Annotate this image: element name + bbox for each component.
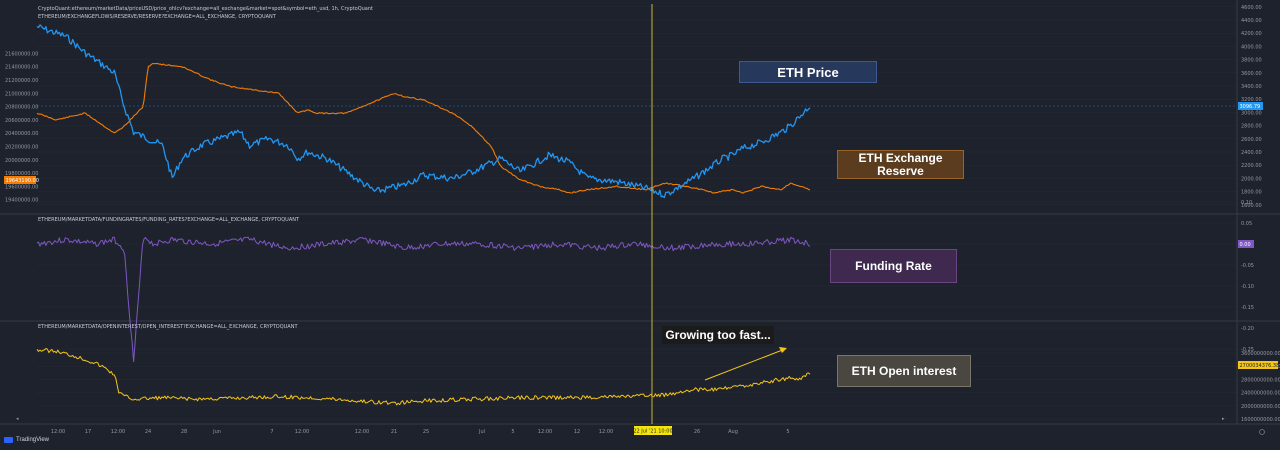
time-axis-tick: 12:00	[51, 429, 65, 435]
oi-last-value: 2700034376.38	[1240, 363, 1280, 369]
price-axis-tick: 2200.00	[1241, 163, 1262, 169]
price-axis-tick: 2600.00	[1241, 137, 1262, 143]
oi-axis-tick: 2000000000.00	[1241, 404, 1280, 410]
tradingview-logo[interactable]: TradingView	[4, 437, 49, 443]
time-axis-tick: 5	[511, 429, 514, 435]
funding-axis-tick: 0.10	[1241, 200, 1252, 206]
funding-rate-line	[36, 236, 811, 363]
price-axis-tick: 2800.00	[1241, 124, 1262, 130]
price-axis-tick: 4200.00	[1241, 31, 1262, 37]
note-arrow	[704, 348, 786, 381]
oi-axis-tick: 3600000000.00	[1241, 351, 1280, 357]
time-axis-tick: 12	[574, 429, 580, 435]
reserve-axis-tick: 20800000.00	[5, 105, 38, 111]
funding-axis-tick: -0.25	[1241, 347, 1254, 353]
oi-axis-tick: 2800000000.00	[1241, 377, 1280, 383]
oi-last-value-bg	[1238, 361, 1278, 369]
time-axis-tick: 28	[181, 429, 187, 435]
price-axis-tick: 1600.00	[1241, 203, 1262, 209]
price-axis-tick: 3600.00	[1241, 71, 1262, 77]
open-interest-annotation: ETH Open interest	[837, 355, 971, 387]
time-axis-tick: 5	[786, 429, 789, 435]
funding-last-value-bg	[1238, 240, 1254, 248]
time-axis-tick: Aug	[728, 429, 738, 435]
funding-axis-tick: -0.15	[1241, 305, 1254, 311]
time-axis-tick: 12:00	[111, 429, 125, 435]
price-axis-tick: 3200.00	[1241, 97, 1262, 103]
time-axis-tick: Jun	[212, 429, 221, 435]
reserve-axis-tick: 21400000.00	[5, 65, 38, 71]
price-settings-icon[interactable]	[1259, 429, 1265, 435]
time-axis-tick: 7	[270, 429, 273, 435]
reserve-axis-tick: 20000000.00	[5, 158, 38, 164]
reserve-axis-tick: 19800000.00	[5, 171, 38, 177]
time-axis-tick: 21	[391, 429, 397, 435]
time-axis-tick: 17	[85, 429, 91, 435]
reserve-last-value: 19643190.00	[6, 178, 39, 184]
reserve-axis-tick: 19600000.00	[5, 184, 38, 190]
reserve-axis-tick: 21200000.00	[5, 78, 38, 84]
reserve-axis-tick: 20600000.00	[5, 118, 38, 124]
growth-note-annotation: Growing too fast...	[662, 326, 774, 344]
time-axis-tick: 12:00	[599, 429, 613, 435]
reserve-last-value-bg	[4, 176, 36, 184]
crosshair-time-tag	[634, 426, 672, 435]
note-arrowhead	[779, 347, 787, 353]
price-axis-tick: 4600.00	[1241, 5, 1262, 11]
open-interest-line	[36, 348, 811, 406]
funding-axis-tick: -0.05	[1241, 263, 1254, 269]
funding-rate-annotation: Funding Rate	[830, 249, 957, 283]
reserve-axis-tick: 20400000.00	[5, 131, 38, 137]
time-axis-tick: Jul	[478, 429, 485, 435]
scroll-left-icon[interactable]: ◂	[16, 416, 19, 422]
crosshair-time-label: 22 Jul '21 10:00	[633, 429, 672, 435]
axis-layer: 21600000.00 21400000.00 21200000.00 2100000…	[4, 5, 1280, 435]
time-axis-tick: 24	[145, 429, 151, 435]
funding-pane-title: ETHEREUM/MARKETDATA/FUNDINGRATES/FUNDING…	[38, 217, 300, 223]
price-axis-tick: 3000.00	[1241, 110, 1262, 116]
eth-reserve-annotation: ETH Exchange Reserve	[837, 150, 964, 179]
tradingview-icon	[4, 437, 13, 443]
price-last-value: 3096.79	[1240, 104, 1261, 110]
time-axis-tick: 12:00	[355, 429, 369, 435]
funding-axis-tick: -0.10	[1241, 284, 1254, 290]
funding-axis-tick: 0.05	[1241, 221, 1252, 227]
time-axis-tick: 26	[694, 429, 700, 435]
time-axis-tick: 25	[423, 429, 429, 435]
price-axis-tick: 3400.00	[1241, 84, 1262, 90]
reserve-axis-tick: 20200000.00	[5, 144, 38, 150]
price-axis-tick: 4000.00	[1241, 44, 1262, 50]
funding-last-value: 0.00	[1240, 242, 1251, 248]
reserve-pane-title: ETHEREUM/EXCHANGEFLOWS/RESERVE/RESERVE?E…	[38, 14, 277, 20]
price-last-value-bg	[1238, 102, 1263, 110]
eth-price-line	[36, 24, 811, 199]
gridlines	[37, 6, 1237, 420]
price-axis-tick: 4400.00	[1241, 18, 1262, 24]
tradingview-logo-text: TradingView	[16, 437, 50, 443]
chart-title: CryptoQuant:ethereum/marketData/priceUSD…	[38, 6, 373, 12]
time-axis-tick: 12:00	[295, 429, 309, 435]
oi-axis-tick: 1600000000.00	[1241, 417, 1280, 423]
price-axis-tick: 2400.00	[1241, 150, 1262, 156]
series-layer	[36, 24, 811, 406]
oi-axis-tick: 2400000000.00	[1241, 391, 1280, 397]
scroll-right-icon[interactable]: ▸	[1222, 416, 1225, 422]
price-axis-tick: 1800.00	[1241, 190, 1262, 196]
reserve-axis-tick: 19400000.00	[5, 198, 38, 204]
reserve-axis-tick: 21000000.00	[5, 91, 38, 97]
price-axis-tick: 3800.00	[1241, 58, 1262, 64]
reserve-axis-tick: 21600000.00	[5, 51, 38, 57]
price-axis-tick: 2000.00	[1241, 176, 1262, 182]
funding-axis-tick: -0.20	[1241, 326, 1254, 332]
oi-pane-title: ETHEREUM/MARKETDATA/OPENINTEREST/OPEN_IN…	[38, 324, 298, 330]
time-axis-tick: 12:00	[538, 429, 552, 435]
eth-price-annotation: ETH Price	[739, 61, 877, 83]
